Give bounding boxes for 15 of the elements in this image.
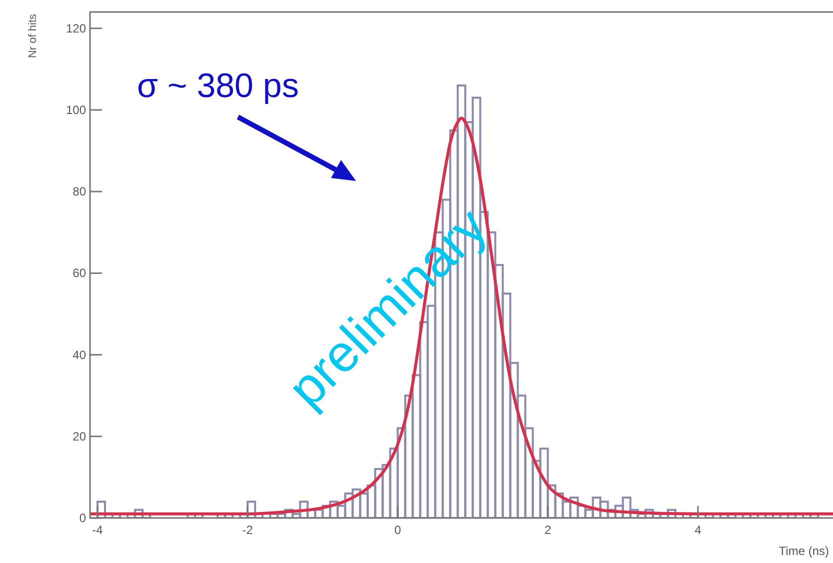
x-tick-label: 4 (694, 523, 702, 537)
y-tick-label: 0 (79, 511, 86, 525)
y-tick-label: 40 (72, 348, 86, 362)
x-tick-label: -2 (242, 523, 254, 537)
y-tick-label: 20 (72, 429, 86, 444)
x-tick-label: 2 (544, 523, 552, 537)
y-tick-label: 120 (66, 21, 86, 36)
y-tick-label: 60 (72, 266, 86, 280)
y-tick-label: 100 (66, 102, 86, 117)
annotation: σ ~ 380 ps (137, 67, 299, 105)
x-axis-title: Time (ns) (778, 544, 829, 558)
y-axis-title: Nr of hits (27, 14, 39, 58)
x-tick-label: 0 (394, 523, 402, 537)
x-tick-label: -4 (92, 523, 104, 537)
y-tick-label: 80 (72, 184, 86, 199)
